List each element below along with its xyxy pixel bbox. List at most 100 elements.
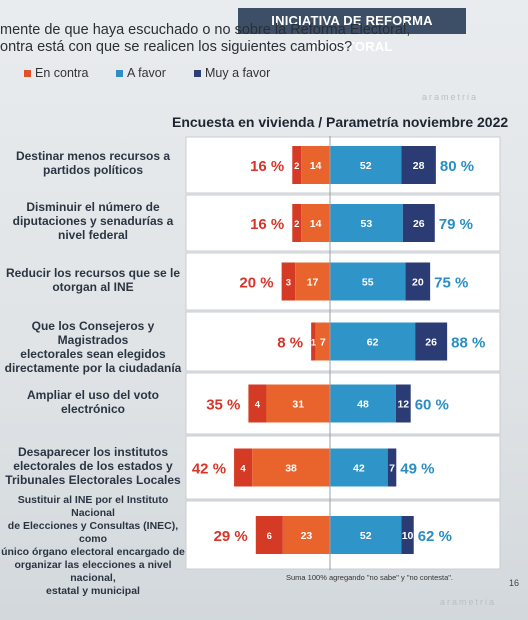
bar-a-favor (330, 384, 396, 423)
label-muy-a-favor: 28 (413, 160, 425, 172)
total-against-label: 16 % (250, 216, 284, 233)
total-against-label: 29 % (214, 528, 248, 545)
total-favor-label: 79 % (439, 216, 473, 233)
bar-muy-a-favor (405, 262, 431, 301)
category-label-line: de Elecciones y Consultas (INEC), como (7, 520, 179, 545)
label-en-contra: 31 (292, 399, 304, 411)
legend-swatch-muy-a-favor (194, 70, 201, 78)
label-muy-en-contra: 1 (311, 338, 317, 349)
question-line-2: ontra está con que se realicen los sigui… (0, 39, 353, 55)
category-label-line: Desaparecer los institutos (17, 444, 169, 459)
category-label-line: Ampliar el uso del voto (26, 387, 160, 402)
legend-label-muy-a-favor: Muy a favor (205, 66, 271, 80)
category-label-line: electrónico (60, 401, 126, 416)
label-muy-a-favor: 26 (413, 218, 425, 230)
label-a-favor: 62 (367, 337, 379, 349)
label-a-favor: 52 (360, 160, 372, 172)
category-label-line: directamente por la ciudadanía (4, 360, 182, 375)
category-label-line: Que los Consejeros y Magistrados (31, 318, 155, 347)
category-label-line: Reducir los recursos que se le (5, 265, 181, 280)
total-against-label: 20 % (239, 275, 273, 292)
label-muy-a-favor: 12 (397, 399, 409, 411)
category-label: Reducir los recursos que se le otorgan al… (0, 266, 186, 294)
label-muy-en-contra: 4 (255, 400, 261, 411)
category-label-line: otorgan al INE (52, 279, 134, 294)
footnote: Suma 100% agregando "no sabe" y "no cont… (286, 573, 454, 582)
label-muy-en-contra: 6 (267, 531, 272, 542)
label-en-contra: 7 (320, 337, 326, 349)
legend-swatch-a-favor (116, 70, 123, 78)
legend-label-a-favor: A favor (127, 66, 166, 80)
footer-brand: arametria (440, 597, 497, 607)
category-label: Que los Consejeros y Magistrados electora… (0, 319, 186, 375)
bar-muy-en-contra (248, 384, 267, 423)
bar-a-favor (330, 146, 402, 184)
bar-a-favor (330, 516, 402, 554)
category-label-line: estatal y municipal (46, 585, 140, 597)
section-banner: INICIATIVA DE REFORMA ELECTORAL (238, 8, 466, 54)
bar-muy-a-favor (401, 146, 436, 184)
bar-muy-a-favor (387, 448, 397, 487)
category-label-line: organizar las elecciones a nivel naciona… (14, 559, 172, 584)
total-against-label: 8 % (277, 335, 303, 352)
total-favor-label: 49 % (400, 461, 434, 478)
category-label-line: Disminuir el número de (26, 200, 160, 214)
bar-muy-a-favor (395, 384, 411, 423)
bar-muy-a-favor (415, 322, 448, 361)
legend-item-a-favor: A favor (116, 66, 166, 80)
label-en-contra: 17 (307, 277, 319, 289)
category-label: Disminuir el número de diputaciones y sen… (0, 200, 186, 242)
page-number: 16 (509, 578, 520, 588)
category-label: Desaparecer los institutos electorales de… (0, 445, 186, 487)
bar-en-contra (266, 384, 330, 423)
category-label: Sustituir al INE por el Instituto Nacion… (0, 494, 186, 598)
bar-muy-en-contra (255, 516, 283, 554)
bar-muy-en-contra (281, 262, 296, 301)
category-label: Destinar menos recursos a partidos políti… (0, 149, 186, 177)
bar-en-contra (295, 262, 330, 301)
total-favor-label: 62 % (418, 528, 452, 545)
total-against-label: 35 % (206, 397, 240, 414)
label-muy-a-favor: 10 (402, 530, 414, 542)
legend-swatch-en-contra (24, 70, 31, 78)
bar-a-favor (330, 448, 388, 487)
legend-item-en-contra: En contra (24, 66, 89, 80)
bar-a-favor (330, 204, 403, 242)
legend-item-muy-a-favor: Muy a favor (194, 66, 270, 80)
bar-en-contra (315, 322, 330, 361)
category-label-line: nivel federal (57, 228, 129, 242)
label-a-favor: 42 (353, 463, 365, 475)
label-en-contra: 14 (310, 218, 322, 230)
label-a-favor: 53 (361, 218, 373, 230)
label-en-contra: 38 (285, 463, 297, 475)
label-a-favor: 48 (357, 399, 369, 411)
total-against-label: 16 % (250, 158, 284, 175)
label-muy-en-contra: 3 (286, 278, 291, 289)
question-line-1: mente de que haya escuchado o no sobre l… (0, 22, 411, 38)
legend-label-en-contra: En contra (35, 66, 89, 80)
bar-muy-en-contra (234, 448, 253, 487)
total-favor-label: 75 % (434, 275, 468, 292)
bar-en-contra (282, 516, 330, 554)
label-muy-a-favor: 26 (425, 337, 437, 349)
category-label-line: Sustituir al INE por el Instituto Nacion… (17, 494, 169, 519)
bar-muy-en-contra (311, 322, 316, 361)
label-muy-en-contra: 2 (294, 161, 299, 172)
bar-muy-en-contra (292, 146, 302, 184)
total-favor-label: 80 % (440, 158, 474, 175)
chart-subtitle: Encuesta en vivienda / Parametría noviem… (172, 114, 509, 130)
category-label-line: Tribunales Electorales Locales (5, 472, 181, 487)
bar-muy-a-favor (402, 204, 435, 242)
total-favor-label: 88 % (451, 335, 485, 352)
total-against-label: 42 % (192, 461, 226, 478)
category-label-line: electorales de los estados y (13, 458, 173, 473)
bar-muy-en-contra (292, 204, 302, 242)
bar-a-favor (330, 322, 416, 361)
watermark-brand: arametria (422, 92, 479, 102)
label-muy-a-favor: 7 (389, 463, 395, 475)
label-en-contra: 23 (301, 530, 313, 542)
category-label-line: único órgano electoral encargado de (1, 546, 185, 558)
bar-en-contra (252, 448, 330, 487)
label-muy-a-favor: 20 (412, 277, 424, 289)
